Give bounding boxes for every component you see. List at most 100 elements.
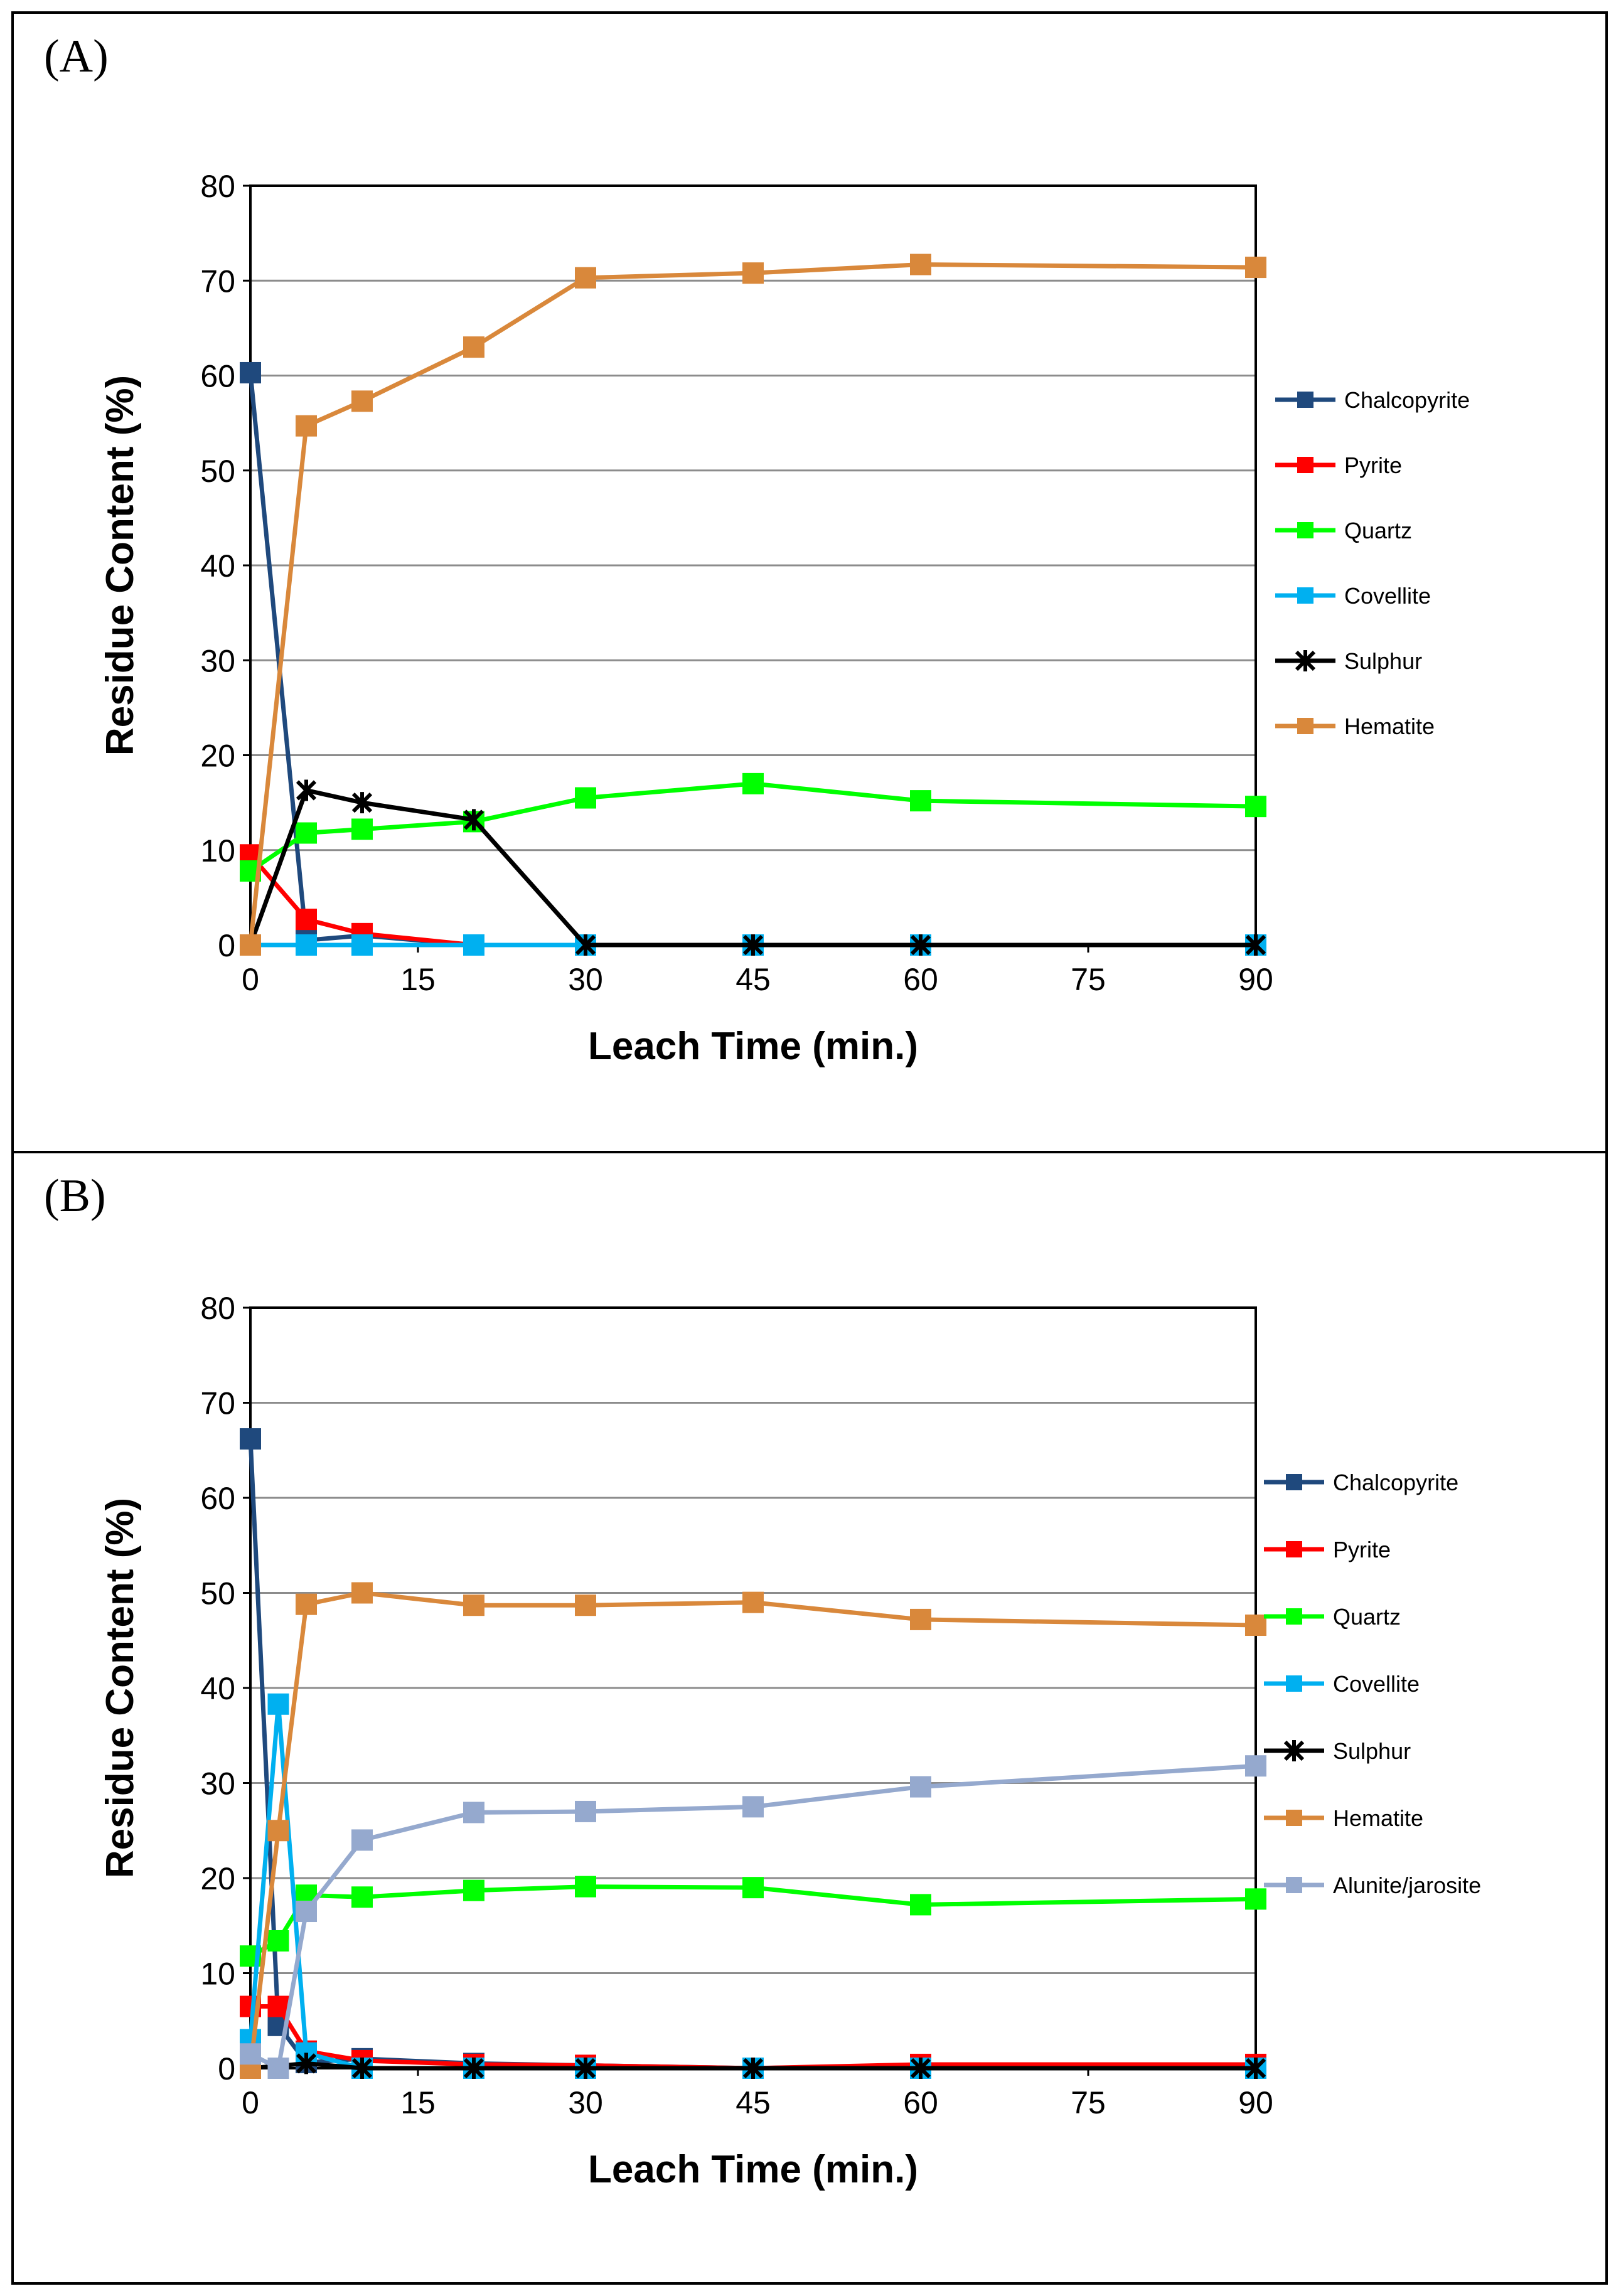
data-point <box>910 254 931 275</box>
data-point <box>351 934 373 956</box>
x-axis-title: Leach Time (min.) <box>588 2148 918 2191</box>
x-tick-label: 45 <box>736 962 771 997</box>
data-point <box>910 790 931 812</box>
data-point <box>267 2058 289 2079</box>
legend-label: Pyrite <box>1344 452 1402 478</box>
legend-marker <box>1297 522 1313 538</box>
legend-label: Hematite <box>1344 713 1435 739</box>
legend-item: Chalcopyrite <box>1275 387 1470 413</box>
legend-item: Quartz <box>1275 518 1412 543</box>
legend-marker <box>1297 392 1313 408</box>
data-point <box>351 1582 373 1604</box>
x-tick-label: 15 <box>400 962 436 997</box>
line-chart: 0 10 20 30 40 50 60 70 80 0 15 30 45 60 75 90 Leach Time… <box>99 1291 1481 2191</box>
y-tick-label: 40 <box>200 1671 235 1706</box>
legend-label: Covellite <box>1333 1671 1420 1697</box>
y-axis-title: Residue Content (%) <box>99 1498 142 1878</box>
legend-label: Hematite <box>1333 1805 1423 1831</box>
x-tick-label: 60 <box>903 2085 938 2120</box>
legend-item: Chalcopyrite <box>1264 1470 1458 1495</box>
y-tick-label: 80 <box>200 1291 235 1326</box>
data-point <box>463 809 484 831</box>
data-point <box>1245 1888 1266 1910</box>
y-tick-label: 40 <box>200 548 235 584</box>
legend-marker <box>1286 1810 1302 1826</box>
series-line <box>249 781 1256 873</box>
legend-marker <box>1286 1608 1302 1625</box>
x-tick-label: 30 <box>568 962 603 997</box>
data-point <box>910 934 931 956</box>
legend-item: Covellite <box>1264 1671 1420 1697</box>
data-point <box>463 2058 484 2079</box>
legend-item: Pyrite <box>1275 452 1402 478</box>
series-quartz <box>240 1876 1266 1967</box>
legend-label: Sulphur <box>1333 1738 1411 1764</box>
series-line <box>248 788 1256 948</box>
data-point <box>742 2058 764 2079</box>
legend-marker <box>1286 1877 1302 1893</box>
series-chalcopyrite <box>240 1428 1266 2079</box>
data-point <box>1245 796 1266 818</box>
y-tick-label: 50 <box>200 1576 235 1611</box>
x-tick-label: 60 <box>903 962 938 997</box>
chart-panel-b: (B) 0 10 20 30 40 50 60 70 80 0 15 30 45 60 75 90 Leach … <box>11 1151 1608 2285</box>
legend: Chalcopyrite Pyrite Quartz Covellite Sulphur… <box>1275 387 1470 739</box>
chart-panel-a: (A) 0 10 20 30 40 50 60 70 80 0 15 30 45 60 75 90 Leach … <box>11 11 1608 1153</box>
data-point <box>351 1829 373 1851</box>
legend-label: Sulphur <box>1344 648 1422 674</box>
x-tick-label: 15 <box>400 2085 436 2120</box>
data-point <box>296 779 317 801</box>
legend-label: Chalcopyrite <box>1344 387 1470 413</box>
data-point <box>267 1820 289 1842</box>
data-point <box>1245 2058 1266 2079</box>
data-point <box>1245 1615 1266 1637</box>
data-point <box>463 1879 484 1901</box>
data-point <box>575 1800 596 1822</box>
y-tick-label: 80 <box>200 169 235 204</box>
data-point <box>575 1876 596 1898</box>
y-tick-label: 20 <box>200 1861 235 1896</box>
series-hematite <box>240 1582 1266 2079</box>
y-tick-label: 20 <box>200 739 235 774</box>
series-alunite-jarosite <box>240 1755 1266 2079</box>
series-line <box>248 372 474 948</box>
data-point <box>742 772 764 794</box>
legend-marker <box>1286 1675 1302 1692</box>
x-tick-label: 30 <box>568 2085 603 2120</box>
y-tick-label: 30 <box>200 643 235 678</box>
legend-item: Covellite <box>1275 583 1431 609</box>
data-point <box>267 1693 289 1715</box>
data-point <box>296 1593 317 1615</box>
data-point <box>267 1930 289 1952</box>
series-line <box>250 2061 1256 2071</box>
legend-item: Alunite/jarosite <box>1264 1872 1481 1898</box>
panel-label: (A) <box>44 31 109 82</box>
y-tick-label: 30 <box>200 1766 235 1802</box>
y-axis-title: Residue Content (%) <box>99 375 142 756</box>
legend-marker <box>1297 587 1313 604</box>
legend-label: Chalcopyrite <box>1333 1470 1458 1495</box>
data-point <box>575 934 596 956</box>
series-quartz <box>240 772 1266 882</box>
legend-item: Sulphur <box>1275 648 1422 674</box>
legend-item: Hematite <box>1264 1805 1423 1831</box>
data-point <box>575 1594 596 1616</box>
legend-label: Alunite/jarosite <box>1333 1872 1481 1898</box>
data-point <box>742 262 764 284</box>
data-point <box>742 1591 764 1613</box>
panel-label: (B) <box>44 1170 106 1222</box>
data-point <box>575 2058 596 2079</box>
y-tick-label: 0 <box>218 2051 235 2086</box>
x-tick-label: 0 <box>242 2085 259 2120</box>
legend-item: Pyrite <box>1264 1537 1391 1562</box>
y-tick-label: 10 <box>200 1957 235 1992</box>
data-point <box>351 2058 373 2079</box>
series-hematite <box>240 254 1266 956</box>
legend-item: Hematite <box>1275 713 1435 739</box>
legend-marker <box>1286 1541 1302 1557</box>
y-tick-label: 70 <box>200 264 235 299</box>
data-point <box>463 1802 484 1823</box>
legend-marker <box>1283 1740 1305 1761</box>
y-tick-label: 50 <box>200 454 235 489</box>
data-point <box>910 2058 931 2079</box>
